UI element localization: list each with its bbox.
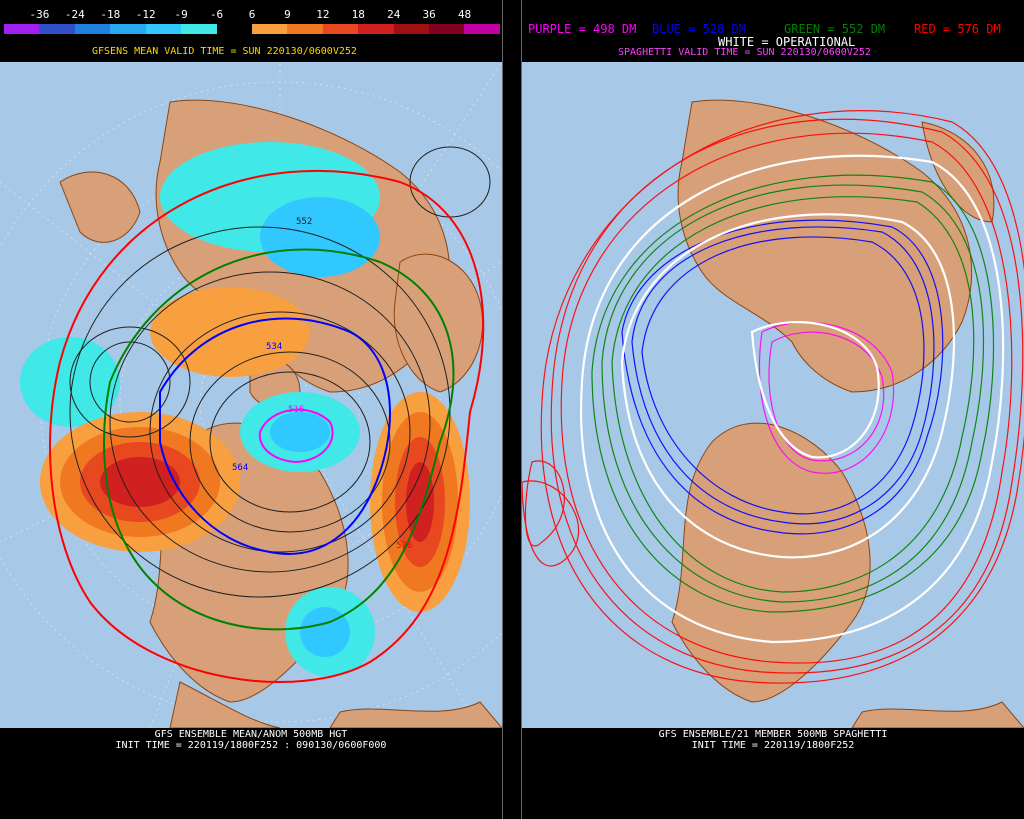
spaghetti-footer-line1: GFS ENSEMBLE/21 MEMBER 500MB SPAGHETTI xyxy=(658,729,888,740)
mean-map-title: GFSENS MEAN VALID TIME = SUN 220130/0600… xyxy=(92,46,357,57)
colorbar-swatch xyxy=(4,24,40,34)
legend-blue: BLUE = 528 DM xyxy=(652,22,746,36)
colorbar-label: -36 xyxy=(29,8,50,21)
colorbar-label: 6 xyxy=(248,8,256,21)
panel-divider xyxy=(502,0,522,819)
mean-anomaly-map: 516 534 552 564 576 xyxy=(0,62,502,728)
colorbar-swatch xyxy=(216,24,252,34)
colorbar-label: 36 xyxy=(422,8,436,21)
colorbar-label: 9 xyxy=(284,8,291,21)
colorbar-swatch xyxy=(39,24,75,34)
spaghetti-footer: GFS ENSEMBLE/21 MEMBER 500MB SPAGHETTI I… xyxy=(522,729,1024,751)
contour-label-516: 516 xyxy=(288,405,304,415)
mean-anomaly-panel: -36 -24 -18 -12 -9 -6 6 9 12 18 24 36 48 GFSENS MEAN… xyxy=(0,0,502,819)
contour-label-576: 576 xyxy=(396,541,412,551)
legend-green: GREEN = 552 DM xyxy=(784,22,886,36)
colorbar-label: -12 xyxy=(135,8,156,21)
colorbar-swatch xyxy=(251,24,288,34)
legend-purple: PURPLE = 498 DM xyxy=(528,22,637,36)
colorbar-labels: -36 -24 -18 -12 -9 -6 6 9 12 18 24 36 48 xyxy=(4,8,500,22)
contour-label-564: 564 xyxy=(232,463,248,473)
colorbar-label: -9 xyxy=(174,8,188,21)
colorbar-swatch xyxy=(464,24,500,34)
colorbar-swatch xyxy=(74,24,111,34)
contour-label-534: 534 xyxy=(266,342,282,352)
colorbar-label: 24 xyxy=(387,8,401,21)
colorbar-label: 12 xyxy=(316,8,330,21)
colorbar-swatch xyxy=(145,24,182,34)
contour-label-552: 552 xyxy=(296,217,312,227)
colorbar-label: -18 xyxy=(100,8,121,21)
colorbar-label: -6 xyxy=(209,8,224,21)
spaghetti-panel: PURPLE = 498 DM BLUE = 528 DM GREEN = 55… xyxy=(522,0,1024,819)
spaghetti-footer-line2: INIT TIME = 220119/1800F252 xyxy=(691,740,855,751)
legend-white: WHITE = OPERATIONAL xyxy=(718,35,856,49)
legend-red: RED = 576 DM xyxy=(914,22,1001,36)
colorbar-swatch xyxy=(322,24,359,34)
mean-footer: GFS ENSEMBLE MEAN/ANOM 500MB HGT INIT TI… xyxy=(0,729,502,751)
colorbar-label: -24 xyxy=(64,8,85,21)
colorbar-swatch xyxy=(393,24,430,34)
spaghetti-map xyxy=(522,62,1024,728)
colorbar-swatch xyxy=(358,24,394,34)
colorbar-swatch xyxy=(429,24,465,34)
mean-anomaly-map-svg: 516 534 552 564 576 xyxy=(0,62,502,728)
colorbar-label: 48 xyxy=(457,8,472,21)
colorbar-swatch xyxy=(110,24,146,34)
colorbar-swatch xyxy=(181,24,217,34)
spaghetti-map-title: SPAGHETTI VALID TIME = SUN 220130/0600V2… xyxy=(618,47,871,58)
spaghetti-map-svg xyxy=(522,62,1024,728)
mean-footer-line1: GFS ENSEMBLE MEAN/ANOM 500MB HGT xyxy=(154,729,348,740)
colorbar-label: 18 xyxy=(351,8,365,21)
colorbar-swatch xyxy=(287,24,323,34)
anomaly-colorbar: -36 -24 -18 -12 -9 -6 6 9 12 18 24 36 48 xyxy=(4,8,500,34)
mean-footer-line2: INIT TIME = 220119/1800F252 : 090130/060… xyxy=(115,740,387,751)
colorbar-swatches xyxy=(4,24,500,34)
